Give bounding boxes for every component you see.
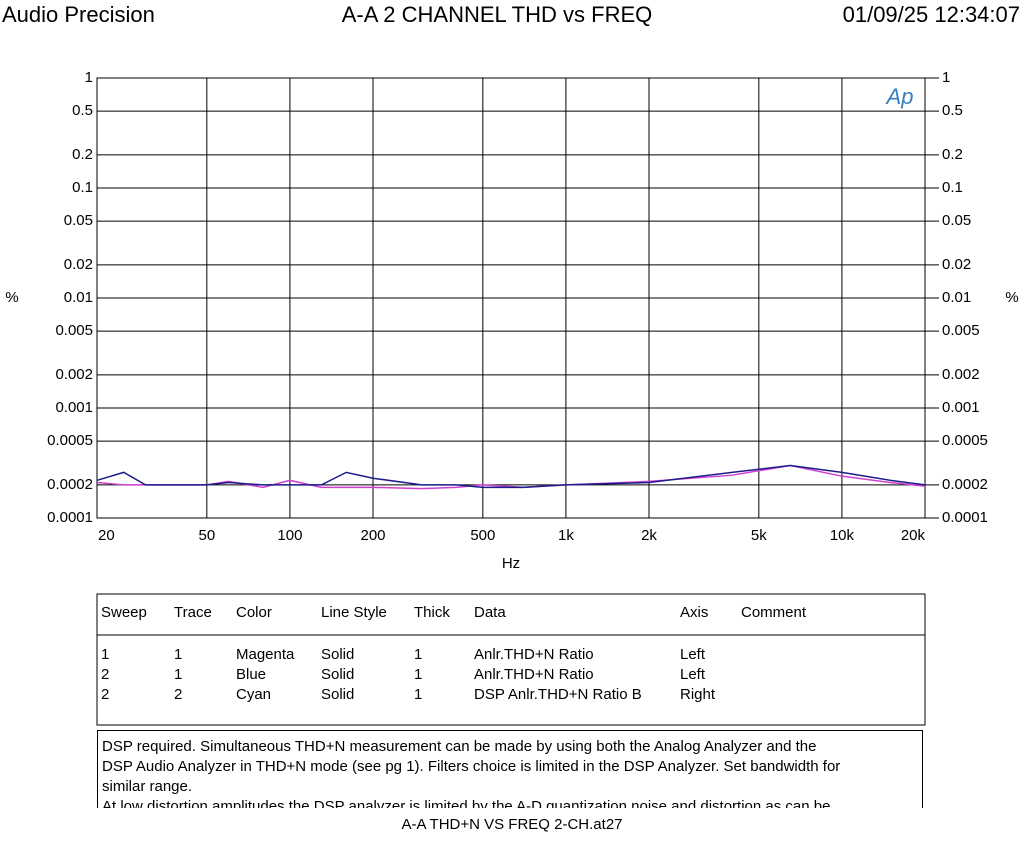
x-tick-label: 1k [558,527,574,544]
y-tick-label: 0.0001 [47,509,93,526]
note-line: At low distortion amplitudes the DSP ana… [102,798,831,808]
table-cell: Blue [236,666,266,683]
table-header: Trace [174,604,212,621]
x-tick-label: 20 [98,527,115,544]
x-tick-label: 5k [751,527,767,544]
y-tick-label: 0.002 [55,366,93,383]
chart-title: A-A 2 CHANNEL THD vs FREQ [342,2,653,27]
y2-tick-label: 0.5 [942,102,963,119]
y2-tick-label: 0.0005 [942,432,988,449]
y2-axis-label: % [1005,289,1018,306]
table-cell: Cyan [236,686,271,703]
x-tick-label: 10k [830,527,855,544]
table-cell: 1 [414,686,422,703]
table-cell: 2 [101,686,109,703]
legend-table-frame [96,593,926,726]
y2-tick-label: 0.002 [942,366,980,383]
y2-tick-label: 0.05 [942,212,971,229]
x-tick-label: 200 [360,527,385,544]
table-cell: Solid [321,646,354,663]
table-cell: Solid [321,686,354,703]
y-tick-label: 0.001 [55,399,93,416]
y-tick-label: 1 [85,69,93,86]
y-tick-label: 0.5 [72,102,93,119]
y2-tick-label: 0.2 [942,146,963,163]
y2-tick-label: 0.0001 [942,509,988,526]
x-tick-label: 50 [198,527,215,544]
y-tick-label: 0.2 [72,146,93,163]
table-header: Color [236,604,272,621]
y-tick-label: 0.005 [55,322,93,339]
table-cell: DSP Anlr.THD+N Ratio B [474,686,642,703]
x-tick-label: 100 [277,527,302,544]
y-tick-label: 0.01 [64,289,93,306]
timestamp: 01/09/25 12:34:07 [843,2,1020,27]
y2-tick-label: 0.01 [942,289,971,306]
table-cell: 1 [174,666,182,683]
table-cell: Left [680,666,706,683]
y2-tick-label: 0.02 [942,256,971,273]
x-tick-label: 2k [641,527,657,544]
table-header: Data [474,604,506,621]
table-cell: Anlr.THD+N Ratio [474,666,594,683]
table-cell: 2 [174,686,182,703]
notes: DSP required. Simultaneous THD+N measure… [97,730,923,808]
logo: Ap [885,84,914,109]
table-cell: Solid [321,666,354,683]
table-cell: 1 [414,646,422,663]
note-line: DSP required. Simultaneous THD+N measure… [102,738,817,755]
y-tick-label: 0.0002 [47,476,93,493]
y-tick-label: 0.02 [64,256,93,273]
table-cell: 1 [101,646,109,663]
table-cell: 2 [101,666,109,683]
brand: Audio Precision [2,2,155,27]
y2-tick-label: 0.001 [942,399,980,416]
series-line [96,464,926,489]
y-tick-label: 0.0005 [47,432,93,449]
y2-tick-label: 1 [942,69,950,86]
file-name: A-A THD+N VS FREQ 2-CH.at27 [401,816,622,833]
table-header: Sweep [101,604,147,621]
table-header: Line Style [321,604,387,621]
x-tick-label: 500 [470,527,495,544]
y-tick-label: 0.1 [72,179,93,196]
note-line: DSP Audio Analyzer in THD+N mode (see pg… [102,758,841,775]
table-cell: Right [680,686,716,703]
table-cell: 1 [174,646,182,663]
table-cell: 1 [414,666,422,683]
x-axis-label: Hz [502,555,520,572]
y2-tick-label: 0.005 [942,322,980,339]
y2-tick-label: 0.1 [942,179,963,196]
table-header: Axis [680,604,708,621]
y-axis-label: % [5,289,18,306]
y-tick-label: 0.05 [64,212,93,229]
note-line: similar range. [102,778,193,795]
table-header: Thick [414,604,450,621]
table-cell: Magenta [236,646,295,663]
table-cell: Left [680,646,706,663]
y2-tick-label: 0.0002 [942,476,988,493]
table-header: Comment [741,604,807,621]
table-cell: Anlr.THD+N Ratio [474,646,594,663]
x-tick-label: 20k [901,527,926,544]
